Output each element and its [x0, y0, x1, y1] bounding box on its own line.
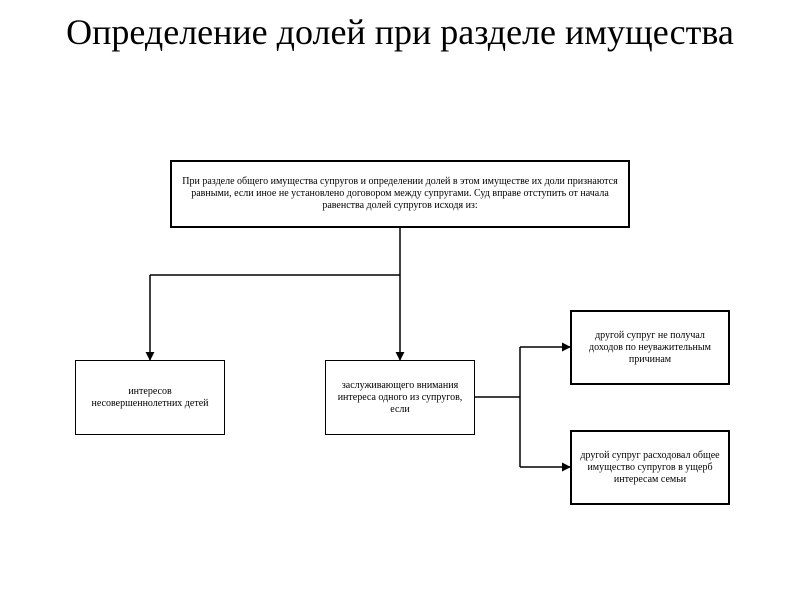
flow-node-right-top-label: другой супруг не получал доходов по неув…	[578, 330, 722, 366]
flow-node-left-label: интересов несовершеннолетних детей	[82, 386, 218, 410]
flow-node-middle-label: заслуживающего внимания интереса одного …	[332, 380, 468, 416]
flow-node-middle: заслуживающего внимания интереса одного …	[325, 360, 475, 435]
page-title: Определение долей при разделе имущества	[0, 12, 800, 53]
flow-node-right-top: другой супруг не получал доходов по неув…	[570, 310, 730, 385]
flow-node-top-label: При разделе общего имущества супругов и …	[178, 176, 622, 212]
flow-node-right-bottom-label: другой супруг расходовал общее имущество…	[578, 450, 722, 486]
flow-node-left: интересов несовершеннолетних детей	[75, 360, 225, 435]
flow-node-right-bottom: другой супруг расходовал общее имущество…	[570, 430, 730, 505]
flow-node-top: При разделе общего имущества супругов и …	[170, 160, 630, 228]
connector-layer	[0, 0, 800, 600]
